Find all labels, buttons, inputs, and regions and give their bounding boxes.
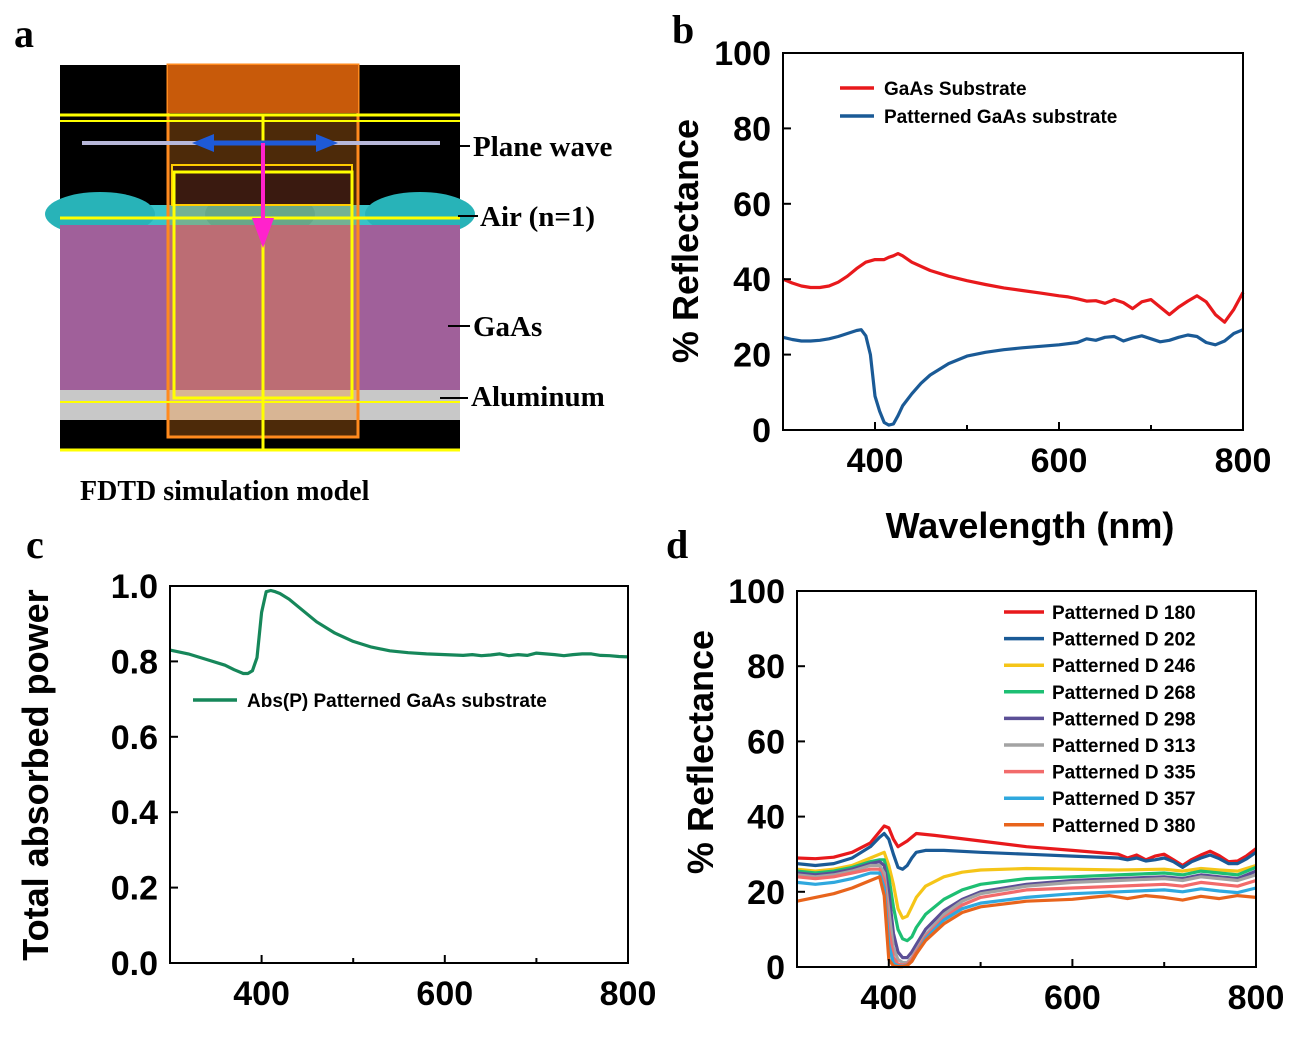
y-axis-title: % Reflectance xyxy=(680,630,721,874)
x-tick-label: 400 xyxy=(860,979,917,1017)
legend-label: Patterned D 335 xyxy=(1052,763,1196,784)
series-line-4 xyxy=(796,860,1257,960)
x-tick-label: 600 xyxy=(1044,979,1101,1017)
y-tick-label: 100 xyxy=(728,573,785,611)
plot-frame xyxy=(782,52,1244,431)
legend-label: Patterned D 246 xyxy=(1052,656,1196,677)
legend-label: Patterned D 298 xyxy=(1052,709,1196,730)
y-tick-label: 60 xyxy=(747,723,785,761)
x-tick-label: 400 xyxy=(847,442,904,480)
model-caption: FDTD simulation model xyxy=(80,476,370,507)
panel-letter-a: a xyxy=(14,11,34,56)
y-tick-label: 80 xyxy=(747,648,785,686)
label-air: Air (n=1) xyxy=(480,201,595,233)
series-line-1 xyxy=(796,831,1257,871)
legend-label: Patterned D 357 xyxy=(1052,789,1196,810)
label-aluminum: Aluminum xyxy=(471,381,605,413)
panel-letter-d: d xyxy=(666,522,689,567)
arrow-head xyxy=(316,134,338,152)
x-tick-label: 800 xyxy=(600,975,657,1013)
x-tick-label: 400 xyxy=(233,975,290,1013)
legend-label: Patterned D 202 xyxy=(1052,630,1196,651)
y-tick-label: 0 xyxy=(752,412,771,450)
y-tick-label: 0.8 xyxy=(111,643,158,681)
label-plane-wave: Plane wave xyxy=(473,131,612,163)
plot-frame xyxy=(169,585,629,964)
legend-label: Patterned D 268 xyxy=(1052,683,1196,704)
y-axis-title: % Reflectance xyxy=(665,119,706,363)
legend-label: Patterned D 180 xyxy=(1052,603,1196,624)
y-tick-label: 1.0 xyxy=(111,568,158,606)
x-axis-title: Wavelength (nm) xyxy=(886,505,1175,546)
y-axis-title: Total absorbed power xyxy=(15,589,56,960)
series-line-1 xyxy=(782,328,1244,427)
series-line-0 xyxy=(782,252,1245,324)
series-line-0 xyxy=(169,588,629,676)
gaas-region xyxy=(60,225,460,390)
y-tick-label: 60 xyxy=(733,186,771,224)
y-tick-label: 100 xyxy=(714,35,771,73)
arrow-head xyxy=(252,218,274,248)
y-tick-label: 40 xyxy=(733,261,771,299)
x-tick-label: 600 xyxy=(416,975,473,1013)
legend-label: Abs(P) Patterned GaAs substrate xyxy=(247,691,547,712)
x-tick-label: 600 xyxy=(1031,442,1088,480)
y-tick-label: 40 xyxy=(747,799,785,837)
series-line-3 xyxy=(796,858,1257,943)
series-line-2 xyxy=(796,850,1257,920)
plot-frame xyxy=(796,590,1257,968)
y-tick-label: 0.4 xyxy=(111,794,158,832)
panel-letter-b: b xyxy=(672,7,695,52)
x-tick-label: 800 xyxy=(1215,442,1272,480)
legend-label: GaAs Substrate xyxy=(884,79,1027,100)
x-tick-label: 800 xyxy=(1228,979,1285,1017)
legend-label: Patterned D 380 xyxy=(1052,816,1196,837)
series-line-0 xyxy=(796,824,1257,868)
y-tick-label: 0 xyxy=(766,949,785,987)
gaas-dome xyxy=(60,225,140,233)
label-gaas: GaAs xyxy=(473,311,542,343)
y-tick-label: 0.2 xyxy=(111,870,158,908)
aluminum-region xyxy=(60,390,460,420)
y-tick-label: 80 xyxy=(733,110,771,148)
arrow-head xyxy=(192,134,214,152)
y-tick-label: 20 xyxy=(747,874,785,912)
source-top-region xyxy=(168,65,358,113)
legend-label: Patterned GaAs substrate xyxy=(884,107,1117,128)
y-tick-label: 0.6 xyxy=(111,719,158,757)
panel-letter-c: c xyxy=(26,522,44,567)
y-tick-label: 20 xyxy=(733,337,771,375)
legend-label: Patterned D 313 xyxy=(1052,736,1196,757)
y-tick-label: 0.0 xyxy=(111,945,158,983)
series-line-8 xyxy=(796,875,1257,969)
